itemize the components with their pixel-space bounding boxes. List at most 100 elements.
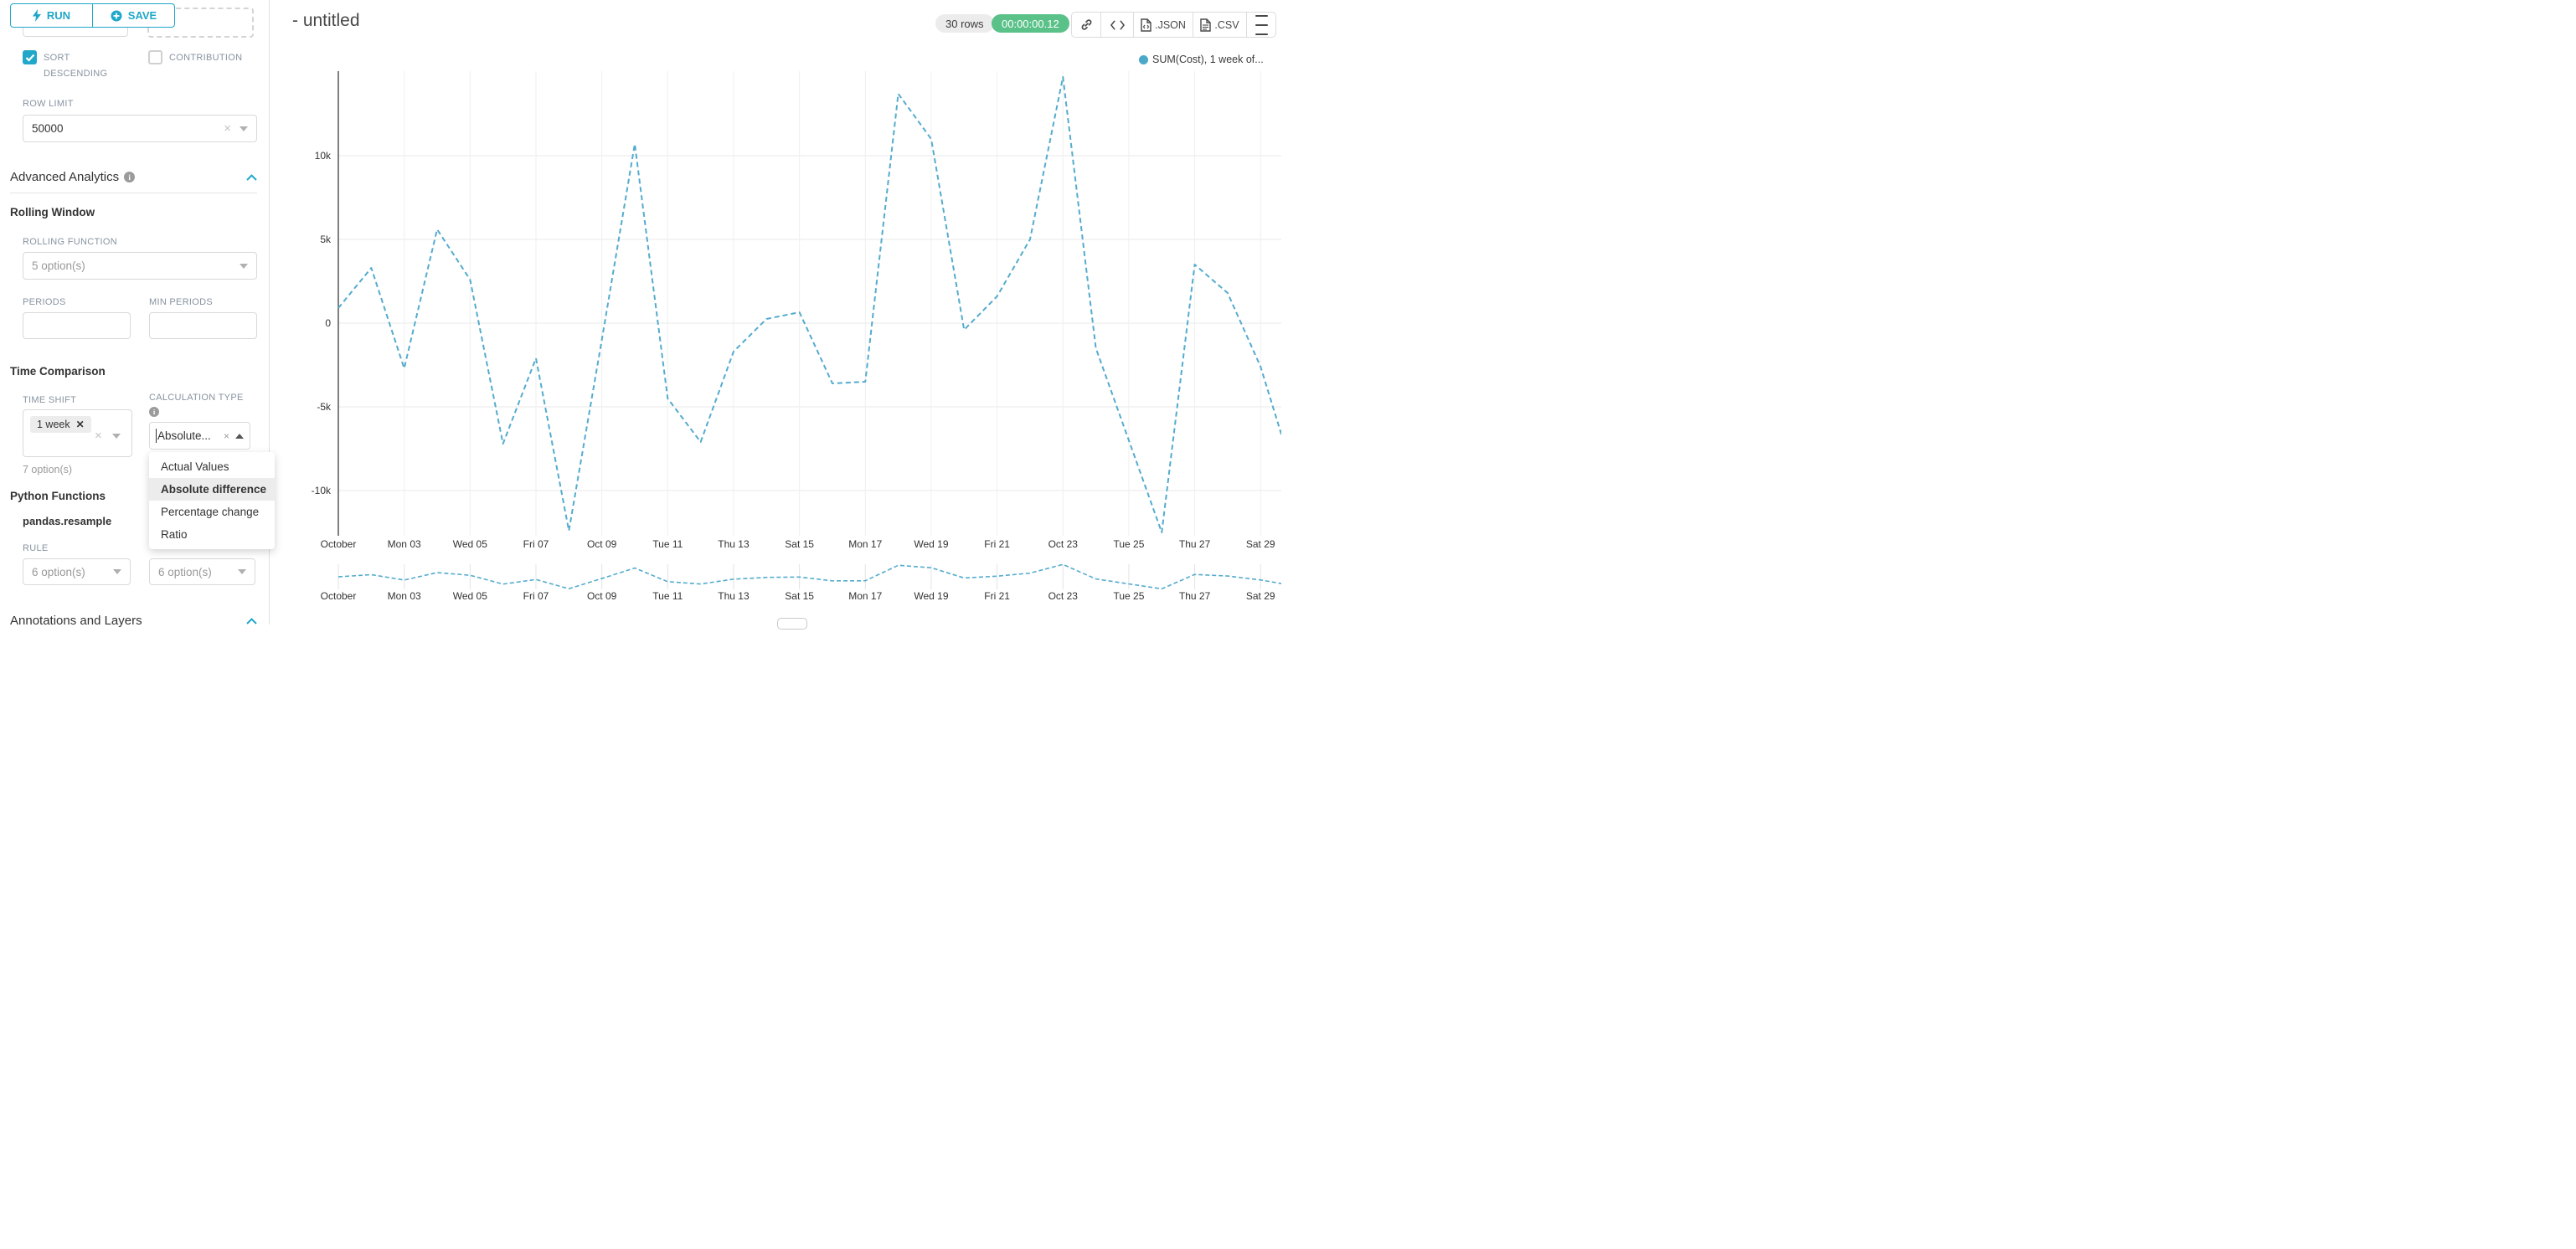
svg-text:Tue 25: Tue 25 xyxy=(1113,538,1144,550)
remove-chip-icon[interactable]: ✕ xyxy=(75,419,85,430)
link-icon xyxy=(1081,19,1091,30)
svg-text:5k: 5k xyxy=(320,234,332,245)
rolling-function-select[interactable]: 5 option(s) xyxy=(23,252,257,280)
svg-text:Mon 17: Mon 17 xyxy=(848,590,882,602)
min-periods-input[interactable] xyxy=(149,312,257,339)
annotations-header[interactable]: Annotations and Layers xyxy=(10,614,257,628)
caret-down-icon[interactable] xyxy=(112,434,121,439)
text-cursor xyxy=(156,429,157,443)
run-save-button-group: RUN SAVE xyxy=(10,3,175,28)
svg-text:Fri 21: Fri 21 xyxy=(984,538,1010,550)
periods-label: PERIODS xyxy=(23,297,66,307)
svg-text:-5k: -5k xyxy=(317,401,332,413)
clear-icon[interactable]: × xyxy=(223,429,229,442)
sort-descending-checkbox[interactable] xyxy=(23,50,37,64)
svg-text:Oct 09: Oct 09 xyxy=(587,590,617,602)
calculation-type-label: CALCULATION TYPE xyxy=(149,393,244,403)
save-button[interactable]: SAVE xyxy=(92,3,175,28)
rule-value-2: 6 option(s) xyxy=(158,565,212,578)
contribution-label: CONTRIBUTION xyxy=(169,53,243,63)
menu-button[interactable] xyxy=(1247,13,1275,37)
annotations-title: Annotations and Layers xyxy=(10,614,142,628)
drag-handle[interactable] xyxy=(777,618,807,630)
plus-circle-icon xyxy=(111,10,122,22)
calculation-type-select[interactable]: Absolute... × xyxy=(149,422,250,450)
info-icon: i xyxy=(124,172,136,182)
rolling-function-label: ROLLING FUNCTION xyxy=(23,237,117,247)
time-shift-chip[interactable]: 1 week ✕ xyxy=(30,416,91,433)
export-csv-button[interactable]: .CSV xyxy=(1193,13,1247,37)
svg-text:Wed 05: Wed 05 xyxy=(453,538,487,550)
time-shift-chip-label: 1 week xyxy=(37,419,70,430)
contribution-checkbox[interactable] xyxy=(148,50,162,64)
clear-icon[interactable]: × xyxy=(95,429,102,443)
svg-text:Oct 23: Oct 23 xyxy=(1048,590,1079,602)
json-file-icon xyxy=(1141,18,1151,32)
time-comparison-title: Time Comparison xyxy=(10,365,106,378)
lightning-icon xyxy=(32,9,41,22)
run-button[interactable]: RUN xyxy=(10,3,93,28)
svg-text:Thu 27: Thu 27 xyxy=(1179,590,1211,602)
caret-down-icon[interactable] xyxy=(240,263,248,269)
caret-up-icon[interactable] xyxy=(235,433,244,439)
svg-text:Sat 29: Sat 29 xyxy=(1246,538,1275,550)
time-shift-helper: 7 option(s) xyxy=(23,464,73,475)
info-icon: i xyxy=(149,407,159,417)
row-limit-value: 50000 xyxy=(32,122,64,135)
svg-text:-10k: -10k xyxy=(312,485,332,496)
caret-down-icon[interactable] xyxy=(238,569,246,574)
chart-legend[interactable]: SUM(Cost), 1 week of... xyxy=(1139,54,1264,65)
dropdown-option-ratio[interactable]: Ratio xyxy=(161,528,188,541)
svg-text:Mon 17: Mon 17 xyxy=(848,538,882,550)
calculation-type-dropdown: Actual Values Absolute difference Percen… xyxy=(149,452,275,549)
timer-badge: 00:00:00.12 xyxy=(992,14,1069,33)
export-toolbar: .JSON .CSV xyxy=(1071,12,1276,38)
rolling-function-value: 5 option(s) xyxy=(32,260,85,272)
csv-label: .CSV xyxy=(1214,18,1239,31)
chevron-up-icon[interactable] xyxy=(246,617,257,624)
svg-text:Fri 21: Fri 21 xyxy=(984,590,1010,602)
svg-text:Thu 27: Thu 27 xyxy=(1179,538,1211,550)
svg-text:Oct 09: Oct 09 xyxy=(587,538,617,550)
dropdown-option-absolute-difference[interactable]: Absolute difference xyxy=(149,478,275,501)
rule-select-2[interactable]: 6 option(s) xyxy=(149,558,255,585)
row-limit-select[interactable]: 50000 × xyxy=(23,115,257,142)
save-button-label: SAVE xyxy=(127,9,157,22)
csv-file-icon xyxy=(1200,18,1212,32)
check-icon xyxy=(25,54,34,62)
svg-text:10k: 10k xyxy=(315,150,332,162)
min-periods-label: MIN PERIODS xyxy=(149,297,214,307)
svg-text:Wed 19: Wed 19 xyxy=(914,590,948,602)
svg-text:Tue 11: Tue 11 xyxy=(652,538,683,550)
rows-badge: 30 rows xyxy=(935,14,994,33)
run-button-label: RUN xyxy=(46,9,71,22)
rule-label: RULE xyxy=(23,543,49,553)
pandas-resample-label: pandas.resample xyxy=(23,515,112,527)
export-json-button[interactable]: .JSON xyxy=(1134,13,1193,37)
dropdown-option-percentage-change[interactable]: Percentage change xyxy=(161,506,260,518)
dropdown-option-actual-values[interactable]: Actual Values xyxy=(161,460,229,473)
periods-input[interactable] xyxy=(23,312,131,339)
svg-text:Wed 05: Wed 05 xyxy=(453,590,487,602)
menu-icon xyxy=(1255,14,1268,17)
advanced-analytics-header[interactable]: Advanced Analytics i xyxy=(10,170,257,184)
time-shift-select[interactable]: 1 week ✕ xyxy=(23,409,132,457)
rule-select[interactable]: 6 option(s) xyxy=(23,558,131,585)
row-limit-label: ROW LIMIT xyxy=(23,99,74,109)
svg-text:Wed 19: Wed 19 xyxy=(914,538,948,550)
contribution-control[interactable]: CONTRIBUTION xyxy=(148,50,265,64)
caret-down-icon[interactable] xyxy=(113,569,121,574)
caret-down-icon[interactable] xyxy=(240,126,248,131)
embed-code-button[interactable] xyxy=(1101,13,1134,37)
chart-title[interactable]: - untitled xyxy=(292,11,360,30)
chart-canvas[interactable]: 10k 5k 0 -5k -10k October October Mon 03 Mon 03 W… xyxy=(270,0,1288,624)
svg-text:Fri 07: Fri 07 xyxy=(523,538,549,550)
sort-descending-control[interactable]: SORT DESCENDING xyxy=(23,50,131,81)
code-icon xyxy=(1110,20,1125,29)
copy-link-button[interactable] xyxy=(1072,13,1101,37)
svg-text:0: 0 xyxy=(325,317,331,329)
svg-text:Thu 13: Thu 13 xyxy=(718,538,750,550)
legend-label: SUM(Cost), 1 week of... xyxy=(1152,54,1264,65)
chevron-up-icon[interactable] xyxy=(246,173,257,181)
clear-icon[interactable]: × xyxy=(224,121,231,136)
